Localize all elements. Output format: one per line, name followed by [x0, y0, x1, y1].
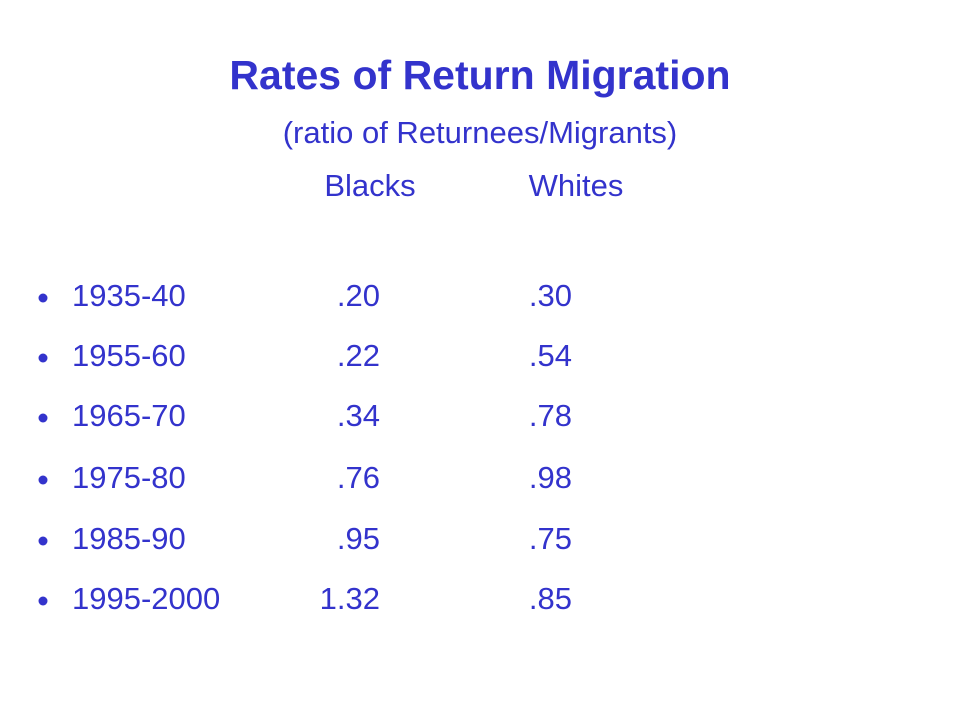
- bullet: [38, 536, 48, 546]
- bullet: [38, 293, 48, 303]
- subtitle: (ratio of Returnees/Migrants): [283, 115, 678, 150]
- table-row: 1955-60 .22 .54: [38, 338, 572, 373]
- blacks-value: .76: [337, 460, 380, 495]
- whites-value: .85: [529, 581, 572, 616]
- bullet: [38, 475, 48, 485]
- table-row: 1965-70 .34 .78: [38, 398, 572, 433]
- table-row: 1935-40 .20 .30: [38, 278, 572, 313]
- whites-value: .30: [529, 278, 572, 313]
- period: 1975-80: [72, 460, 186, 495]
- period: 1985-90: [72, 521, 186, 556]
- blacks-value: 1.32: [320, 581, 380, 616]
- whites-value: .75: [529, 521, 572, 556]
- bullet: [38, 413, 48, 423]
- period: 1965-70: [72, 398, 186, 433]
- title: Rates of Return Migration: [229, 52, 730, 98]
- column-header: Whites: [529, 168, 624, 203]
- column-header: Blacks: [324, 168, 415, 203]
- table: 1935-40.20.301955-60.22.541965-70.34.781…: [38, 278, 572, 616]
- table-row: 1995-2000 1.32 .85: [38, 581, 572, 616]
- whites-value: .78: [529, 398, 572, 433]
- bullet: [38, 353, 48, 363]
- period: 1995-2000: [72, 581, 220, 616]
- bullet: [38, 596, 48, 606]
- table-row: 1985-90 .95 .75: [38, 521, 572, 556]
- period: 1955-60: [72, 338, 186, 373]
- table-row: 1975-80 .76 .98: [38, 460, 572, 495]
- whites-value: .98: [529, 460, 572, 495]
- whites-value: .54: [529, 338, 572, 373]
- period: 1935-40: [72, 278, 186, 313]
- blacks-value: .95: [337, 521, 380, 556]
- blacks-value: .22: [337, 338, 380, 373]
- blacks-value: .34: [337, 398, 380, 433]
- blacks-value: .20: [337, 278, 380, 313]
